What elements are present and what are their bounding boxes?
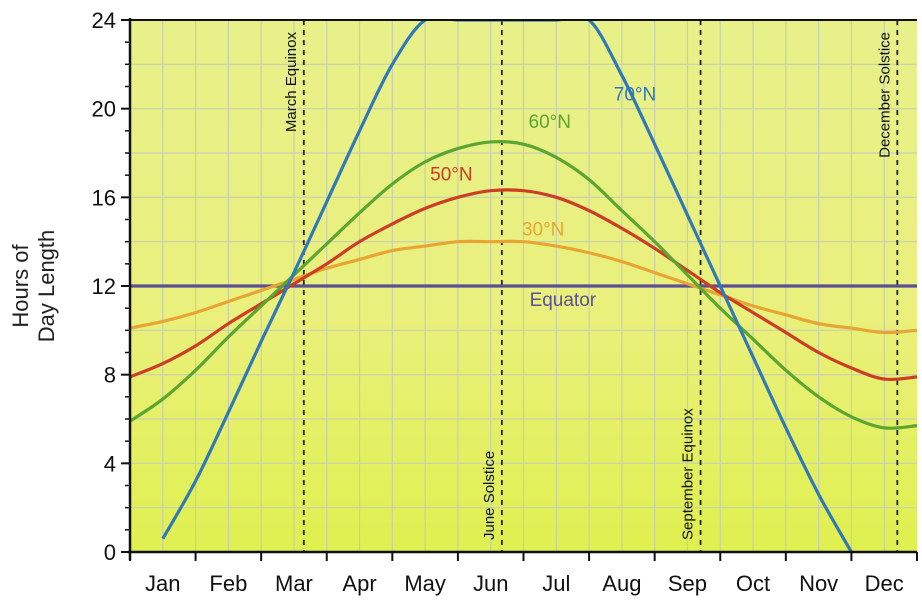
labels: March Equinox June Solstice September Equi… — [8, 8, 904, 596]
x-tick-label: Dec — [865, 571, 904, 596]
event-label: September Equinox — [680, 408, 697, 540]
x-tick-label: Jul — [542, 571, 570, 596]
series-line — [161, 20, 853, 552]
series-line — [130, 188, 917, 382]
y-tick-label: 12 — [92, 274, 116, 299]
x-tick-label: Sep — [668, 571, 707, 596]
x-tick-label: Aug — [602, 571, 641, 596]
series-label: 60°N — [529, 112, 571, 133]
series-line — [130, 239, 917, 335]
y-tick-label: 16 — [92, 185, 116, 210]
series-label: 30°N — [522, 220, 564, 241]
x-tick-label: Oct — [736, 571, 770, 596]
x-tick-label: Feb — [209, 571, 247, 596]
y-tick-label: 0 — [104, 540, 116, 565]
y-tick-label: 24 — [92, 8, 116, 33]
x-tick-label: Mar — [275, 571, 313, 596]
x-tick-label: Apr — [342, 571, 376, 596]
event-label: June Solstice — [481, 451, 498, 540]
series-label: Equator — [530, 290, 597, 311]
x-tick-label: Jan — [145, 571, 180, 596]
event-label: March Equinox — [283, 32, 300, 133]
x-tick-label: Jun — [473, 571, 508, 596]
y-tick-label: 20 — [92, 97, 116, 122]
series-label: 70°N — [614, 85, 656, 106]
x-tick-label: Nov — [799, 571, 838, 596]
y-axis-title: Hours of — [8, 244, 33, 328]
y-tick-label: 4 — [104, 451, 116, 476]
event-lines — [302, 20, 899, 552]
x-tick-label: May — [404, 571, 446, 596]
series-lines — [130, 20, 917, 552]
y-axis-title: Day Length — [34, 230, 59, 343]
y-tick-label: 8 — [104, 363, 116, 388]
axes — [121, 18, 918, 561]
series-label: 50°N — [430, 165, 472, 186]
event-label: December Solstice — [876, 32, 893, 158]
series-line — [130, 139, 917, 430]
